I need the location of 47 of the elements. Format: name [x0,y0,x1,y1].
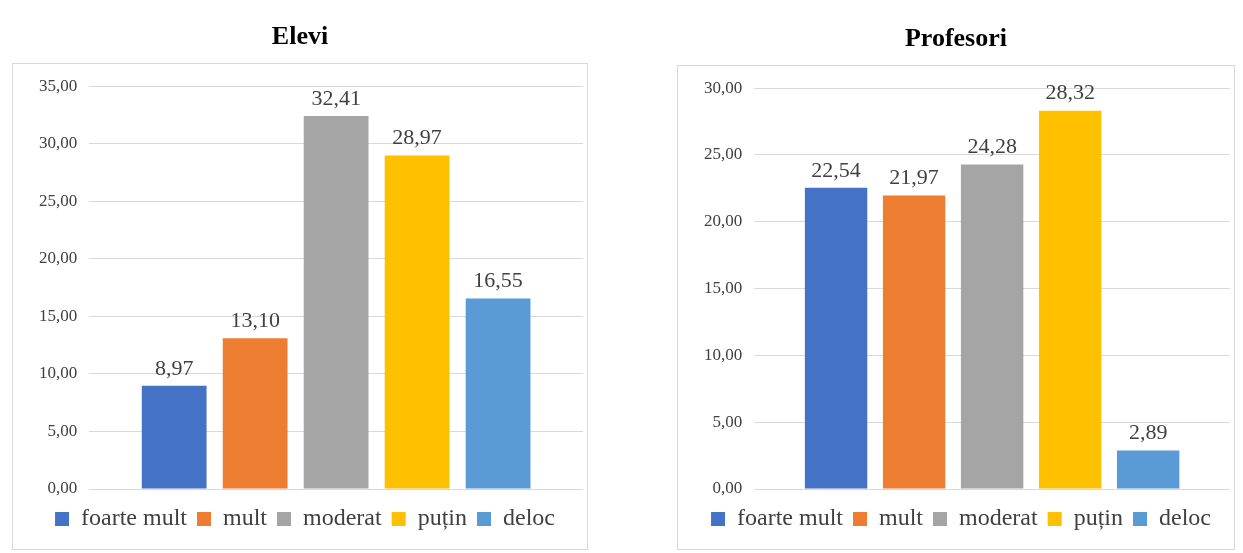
y-tick-label: 35,00 [39,75,78,95]
bar [882,195,946,489]
data-label: 21,97 [889,164,939,190]
y-tick-label: 5,00 [712,411,743,431]
y-tick-label: 25,00 [39,190,78,210]
chart-title: Profesori [903,21,1008,54]
y-tick-label: 5,00 [47,420,78,440]
legend-label: moderat [303,504,382,531]
data-label: 28,32 [1045,79,1095,105]
bar [222,338,288,489]
legend-label: mult [879,504,924,531]
y-tick-label: 20,00 [704,211,743,231]
y-tick-label: 20,00 [39,248,78,268]
data-label: 2,89 [1128,419,1168,445]
data-label: 24,28 [967,133,1017,159]
legend-label: foarte mult [81,504,188,531]
bar [1116,450,1180,489]
chart-title: Elevi [270,19,330,52]
legend-label: moderat [959,504,1038,531]
bar [303,116,369,489]
legend-label: deloc [1158,504,1211,531]
bar [384,155,450,489]
legend-label: deloc [502,504,555,531]
legend-label: mult [223,504,268,531]
bar [465,298,531,489]
y-tick-label: 0,00 [47,478,78,498]
bar [804,187,868,489]
bar [141,385,207,489]
data-label: 28,97 [392,124,442,150]
y-tick-label: 15,00 [39,305,78,325]
bar [1038,110,1102,489]
data-label: 22,54 [811,156,861,182]
y-tick-label: 0,00 [712,478,743,498]
y-tick-label: 30,00 [704,77,743,97]
legend-label: foarte mult [737,504,844,531]
y-tick-label: 30,00 [39,133,78,153]
data-label: 16,55 [473,267,523,293]
data-label: 8,97 [154,354,194,380]
data-label: 32,41 [311,84,361,110]
y-tick-label: 10,00 [39,363,78,383]
legend-label: puțin [417,504,467,531]
data-label: 13,10 [230,307,280,333]
legend-label: puțin [1073,504,1123,531]
bar [960,164,1024,489]
y-tick-label: 15,00 [704,278,743,298]
y-tick-label: 10,00 [704,344,743,364]
y-tick-label: 25,00 [704,144,743,164]
